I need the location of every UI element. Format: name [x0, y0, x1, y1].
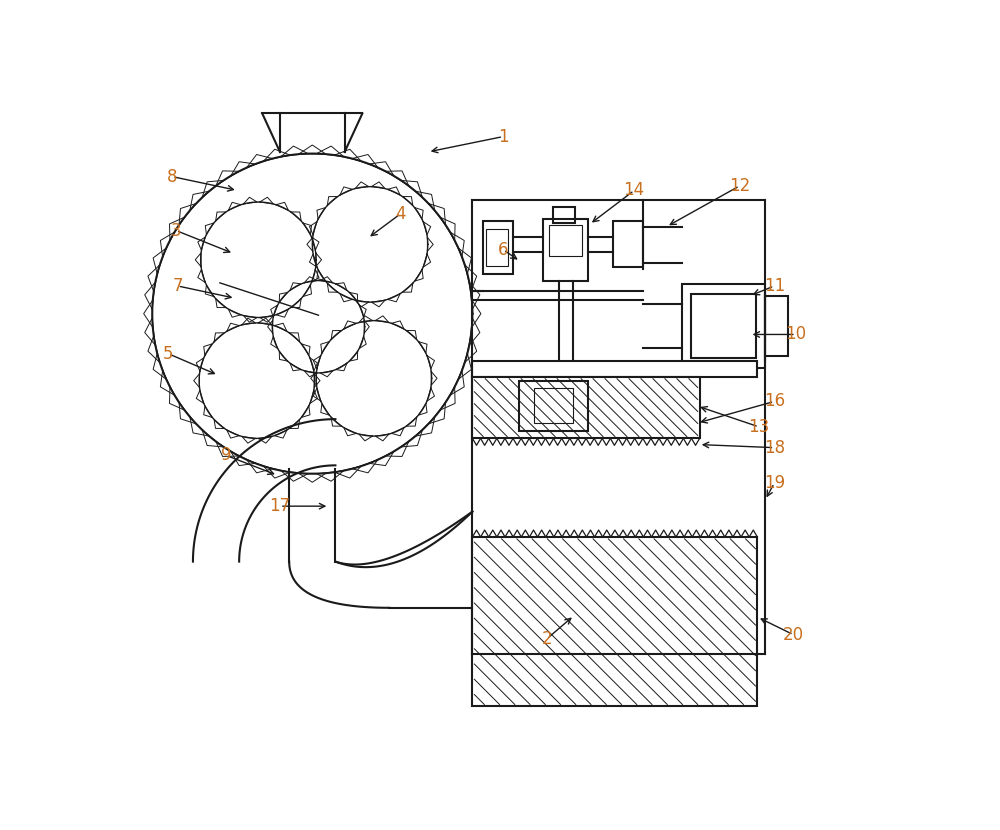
Text: 9: 9 — [221, 447, 231, 464]
Bar — [472, 537, 757, 706]
Text: 6: 6 — [498, 241, 509, 259]
Text: 10: 10 — [785, 325, 806, 344]
Text: 5: 5 — [163, 344, 174, 363]
Text: 14: 14 — [624, 182, 645, 199]
Bar — [543, 219, 588, 281]
Text: 18: 18 — [764, 438, 785, 456]
Text: 19: 19 — [764, 474, 785, 492]
Text: 3: 3 — [171, 222, 181, 240]
Text: 8: 8 — [167, 168, 177, 186]
Bar — [553, 208, 575, 222]
Bar — [483, 222, 513, 274]
Bar — [486, 229, 508, 266]
Text: 2: 2 — [542, 630, 552, 647]
Text: 13: 13 — [748, 417, 770, 436]
Text: 7: 7 — [172, 277, 183, 295]
Text: 1: 1 — [498, 128, 509, 145]
Bar — [534, 388, 573, 423]
Bar — [613, 222, 643, 267]
Bar — [691, 294, 756, 359]
Bar — [765, 296, 788, 356]
Text: 12: 12 — [729, 177, 750, 195]
Text: 11: 11 — [764, 277, 785, 295]
Bar — [682, 285, 765, 368]
Text: 16: 16 — [764, 393, 785, 411]
Bar — [549, 225, 582, 256]
Bar — [472, 377, 700, 438]
Text: 17: 17 — [269, 497, 291, 515]
Bar — [519, 381, 588, 431]
Bar — [472, 361, 757, 377]
Text: 4: 4 — [396, 204, 406, 222]
Text: 20: 20 — [783, 626, 804, 644]
